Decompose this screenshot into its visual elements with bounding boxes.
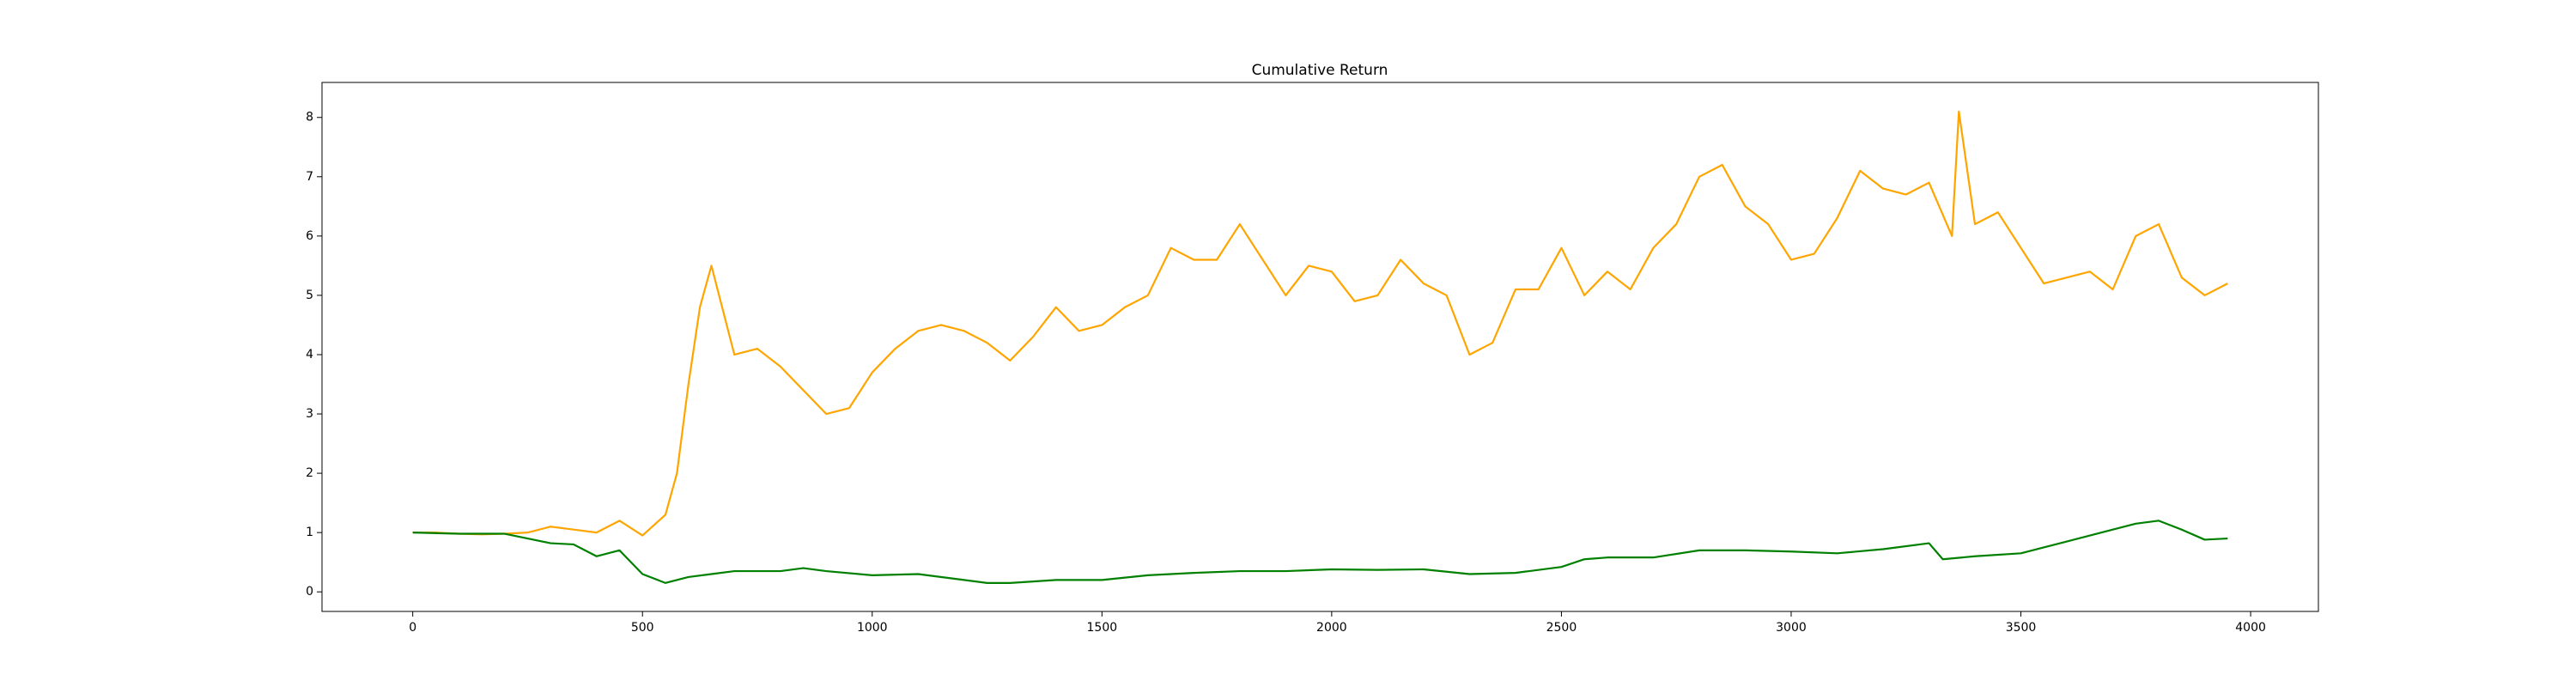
y-tick-label: 1 [306,526,313,539]
x-tick-label: 3500 [2006,621,2037,635]
x-tick-label: 2500 [1546,621,1577,635]
y-tick-label: 4 [306,348,313,362]
y-tick-label: 2 [306,466,313,480]
y-tick-label: 8 [306,111,313,125]
chart-title: Cumulative Return [1252,62,1388,79]
line-series [412,520,2228,584]
y-tick-label: 5 [306,289,313,302]
plot-frame [321,82,2319,612]
x-tick-label: 4000 [2235,621,2266,635]
x-tick-label: 2000 [1316,621,1347,635]
y-tick-label: 7 [306,170,313,184]
y-tick-label: 3 [306,407,313,421]
x-tick-label: 1500 [1087,621,1118,635]
x-tick-label: 500 [631,621,654,635]
y-tick-label: 0 [306,585,313,599]
y-tick-label: 6 [306,229,313,243]
x-tick-label: 1000 [857,621,888,635]
x-tick-label: 0 [409,621,416,635]
x-tick-label: 3000 [1776,621,1807,635]
line-series [412,110,2228,537]
